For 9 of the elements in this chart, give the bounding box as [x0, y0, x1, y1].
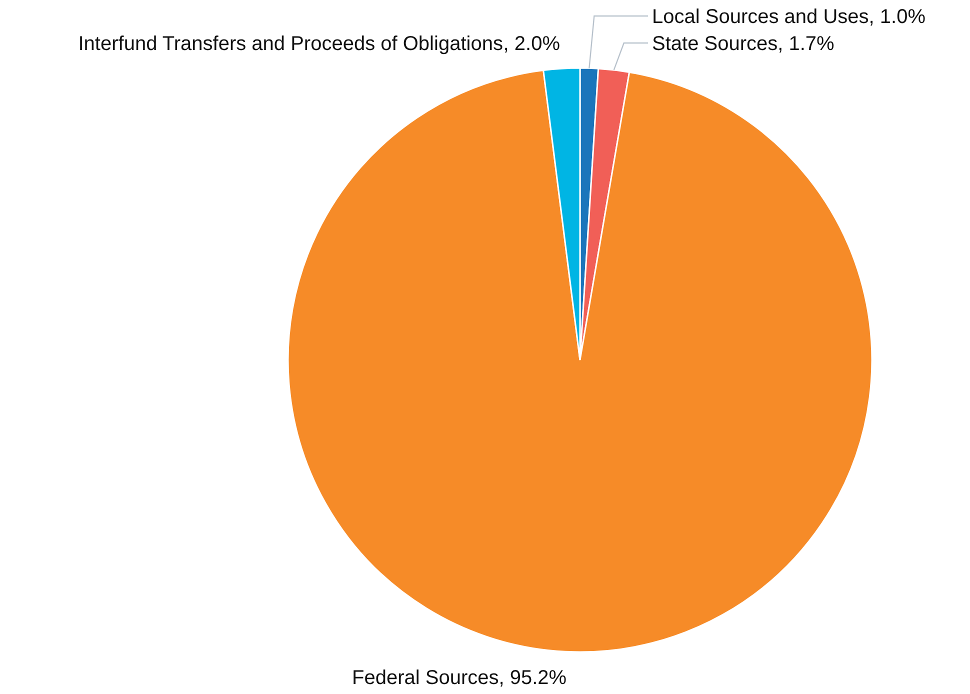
slice-label: Federal Sources [352, 667, 499, 689]
slice-label: Interfund Transfers and Proceeds of Obligations [78, 33, 503, 55]
pie-slice [288, 70, 873, 652]
slice-label: Local Sources and Uses [652, 6, 869, 28]
data-label: , 95.2% [498, 667, 567, 689]
data-label: , 1.7% [778, 33, 835, 55]
slice-label: State Sources [652, 33, 778, 55]
data-label: , 2.0% [503, 33, 560, 55]
data-label: , 1.0% [868, 6, 926, 28]
